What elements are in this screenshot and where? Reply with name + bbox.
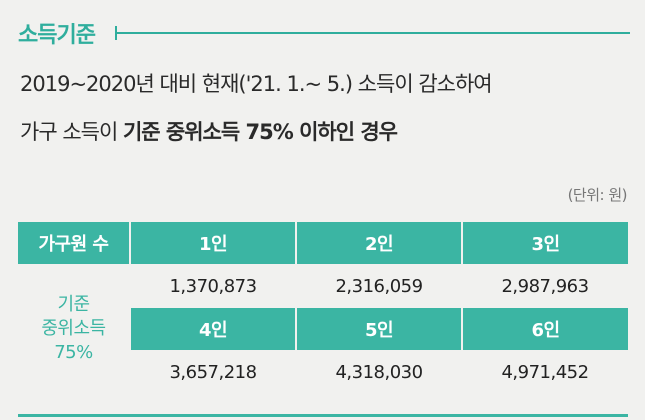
description-line-2-emphasis: 기준 중위소득 75% 이하인 경우 [122,120,398,144]
description-line-1: 2019~2020년 대비 현재('21. 1.~ 5.) 소득이 감소하여 [20,72,493,96]
header-divider-line [114,26,630,40]
header-6-person: 6인 [461,308,628,350]
section-title: 소득기준 [18,23,96,48]
table-row: 3,657,218 4,318,030 4,971,452 [18,350,628,394]
median-income-label: 기준 중위소득 75% [18,264,130,394]
value-6-person: 4,971,452 [462,350,628,394]
section-header: 소득기준 [18,16,630,50]
value-2-person: 2,316,059 [296,264,462,308]
table-subheader-row: 4인 5인 6인 [18,308,628,350]
header-3-person: 3인 [461,222,628,264]
value-4-person: 3,657,218 [130,350,296,394]
header-5-person: 5인 [295,308,462,350]
income-table: 가구원 수 1인 2인 3인 기준 중위소득 75% 1,370,873 2,3… [18,222,628,394]
value-3-person: 2,987,963 [462,264,628,308]
value-5-person: 4,318,030 [296,350,462,394]
table-bottom-rule [18,414,628,417]
table-row: 기준 중위소득 75% 1,370,873 2,316,059 2,987,96… [18,264,628,394]
description-line-2-prefix: 가구 소득이 [20,120,123,144]
median-income-label-line-3: 75% [54,342,93,363]
description-line-2: 가구 소득이 기준 중위소득 75% 이하인 경우 [20,116,632,146]
header-1-person: 1인 [129,222,296,264]
table-header-row: 가구원 수 1인 2인 3인 [18,222,628,264]
median-income-label-line-1: 기준 [57,294,90,315]
household-size-header: 가구원 수 [18,222,130,264]
value-1-person: 1,370,873 [130,264,296,308]
unit-note: (단위: 원) [567,186,628,204]
header-4-person: 4인 [129,308,296,350]
header-2-person: 2인 [295,222,462,264]
median-income-label-line-2: 중위소득 [41,318,106,339]
